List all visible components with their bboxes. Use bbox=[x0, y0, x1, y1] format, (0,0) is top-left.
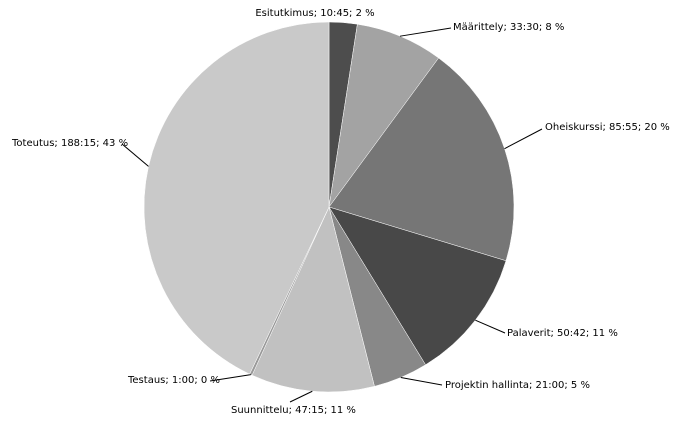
leader-line bbox=[289, 390, 313, 403]
data-label: Esitutkimus; 10:45; 2 % bbox=[255, 8, 374, 19]
pie-slice bbox=[143, 21, 330, 375]
leader-line bbox=[400, 376, 443, 386]
pie-slice bbox=[328, 206, 507, 366]
data-label: Testaus; 1:00; 0 % bbox=[127, 375, 220, 386]
leader-line bbox=[121, 143, 149, 167]
leader-line bbox=[399, 27, 452, 37]
data-label: Oheiskurssi; 85:55; 20 % bbox=[545, 122, 670, 133]
data-label: Projektin hallinta; 21:00; 5 % bbox=[445, 380, 590, 391]
data-label: Palaverit; 50:42; 11 % bbox=[507, 328, 618, 339]
pie-slice bbox=[328, 57, 515, 262]
leader-line bbox=[504, 128, 543, 150]
data-label: Suunnittelu; 47:15; 11 % bbox=[231, 405, 356, 416]
leader-line bbox=[209, 374, 251, 382]
data-label: Määrittely; 33:30; 8 % bbox=[453, 22, 564, 33]
leader-line bbox=[475, 319, 506, 334]
data-label: Toteutus; 188:15; 43 % bbox=[11, 138, 128, 149]
